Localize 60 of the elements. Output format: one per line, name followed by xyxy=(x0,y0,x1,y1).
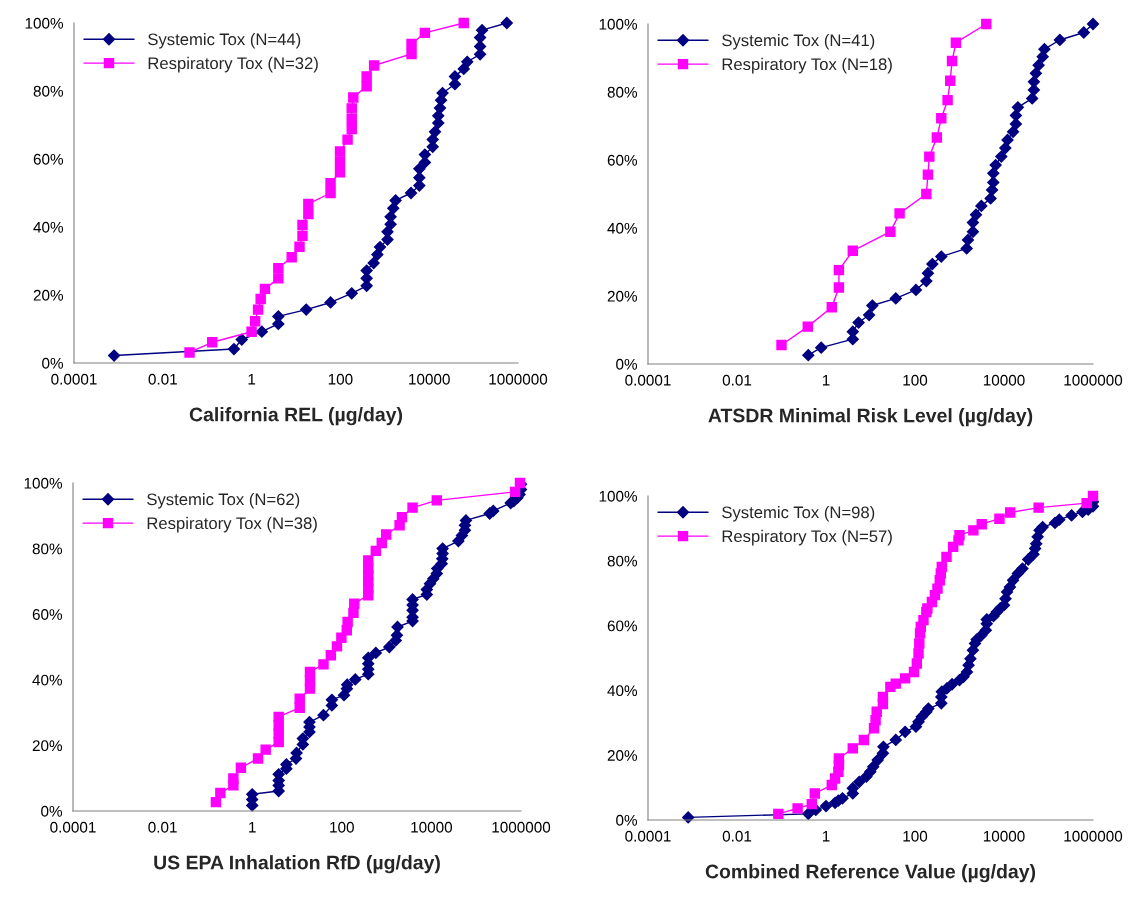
y-tick-label: 100% xyxy=(25,17,64,29)
y-tick-label: 60% xyxy=(32,609,63,620)
x-tick-label: 0.01 xyxy=(722,374,752,386)
y-tick-label: 100% xyxy=(599,18,638,30)
x-tick-label: 100 xyxy=(330,821,354,833)
x-tick-label: 100 xyxy=(903,374,928,386)
y-tick-label: 100% xyxy=(599,490,638,502)
y-tick-label: 20% xyxy=(607,290,638,302)
x-axis-title: ATSDR Minimal Risk Level (µg/day) xyxy=(708,408,1033,427)
x-tick-label: 0.0001 xyxy=(50,821,96,833)
y-tick-label: 80% xyxy=(32,543,63,555)
x-tick-label: 10000 xyxy=(983,374,1025,386)
legend-label: Respiratory Tox (N=38) xyxy=(147,516,317,533)
legend-label: Systemic Tox (N=62) xyxy=(147,493,300,509)
x-tick-label: 1000000 xyxy=(489,373,548,385)
y-tick-label: 60% xyxy=(607,620,638,632)
y-tick-label: 0% xyxy=(616,814,638,826)
x-axis-title: US EPA Inhalation RfD (µg/day) xyxy=(154,855,440,874)
x-tick-label: 1 xyxy=(822,830,830,842)
y-tick-label: 60% xyxy=(607,154,638,166)
x-tick-label: 10000 xyxy=(409,373,450,385)
y-tick-label: 40% xyxy=(607,685,638,697)
x-tick-label: 100 xyxy=(328,373,353,385)
y-tick-label: 0% xyxy=(616,358,638,370)
legend-label: Respiratory Tox (N=32) xyxy=(148,56,318,73)
y-tick-label: 0% xyxy=(41,805,63,817)
x-tick-label: 1 xyxy=(822,374,830,386)
y-tick-label: 100% xyxy=(24,477,63,489)
x-tick-label: 0.0001 xyxy=(625,374,671,386)
x-tick-label: 1000000 xyxy=(1064,374,1123,386)
y-tick-label: 20% xyxy=(607,750,638,761)
x-tick-label: 0.0001 xyxy=(625,830,671,842)
x-tick-label: 0.0001 xyxy=(51,373,97,385)
x-tick-label: 1000000 xyxy=(1064,830,1123,842)
y-tick-label: 40% xyxy=(607,222,638,234)
x-axis-title: Combined Reference Value (µg/day) xyxy=(705,864,1036,883)
y-tick-label: 0% xyxy=(42,357,64,369)
legend-label: Systemic Tox (N=41) xyxy=(722,34,875,50)
legend-label: Respiratory Tox (N=18) xyxy=(722,57,892,74)
y-tick-label: 80% xyxy=(607,86,638,98)
y-tick-label: 20% xyxy=(32,740,63,752)
y-tick-label: 80% xyxy=(33,85,64,97)
x-tick-label: 10000 xyxy=(411,821,453,833)
x-tick-label: 10000 xyxy=(983,830,1025,842)
y-tick-label: 80% xyxy=(607,555,638,567)
x-tick-label: 0.01 xyxy=(148,821,177,833)
legend-label: Systemic Tox (N=98) xyxy=(722,506,875,522)
x-tick-label: 1 xyxy=(248,373,256,385)
x-tick-label: 100 xyxy=(903,830,928,842)
y-tick-label: 40% xyxy=(33,221,64,233)
y-tick-label: 20% xyxy=(33,289,64,301)
x-tick-label: 0.01 xyxy=(722,830,752,842)
x-axis-title: California REL (µg/day) xyxy=(189,407,403,426)
y-tick-label: 60% xyxy=(33,153,64,165)
legend-label: Systemic Tox (N=44) xyxy=(148,33,301,49)
x-tick-label: 1000000 xyxy=(492,821,551,833)
legend-label: Respiratory Tox (N=57) xyxy=(722,529,892,546)
x-tick-label: 1 xyxy=(249,821,256,833)
x-tick-label: 0.01 xyxy=(148,373,177,385)
y-tick-label: 40% xyxy=(32,674,63,686)
